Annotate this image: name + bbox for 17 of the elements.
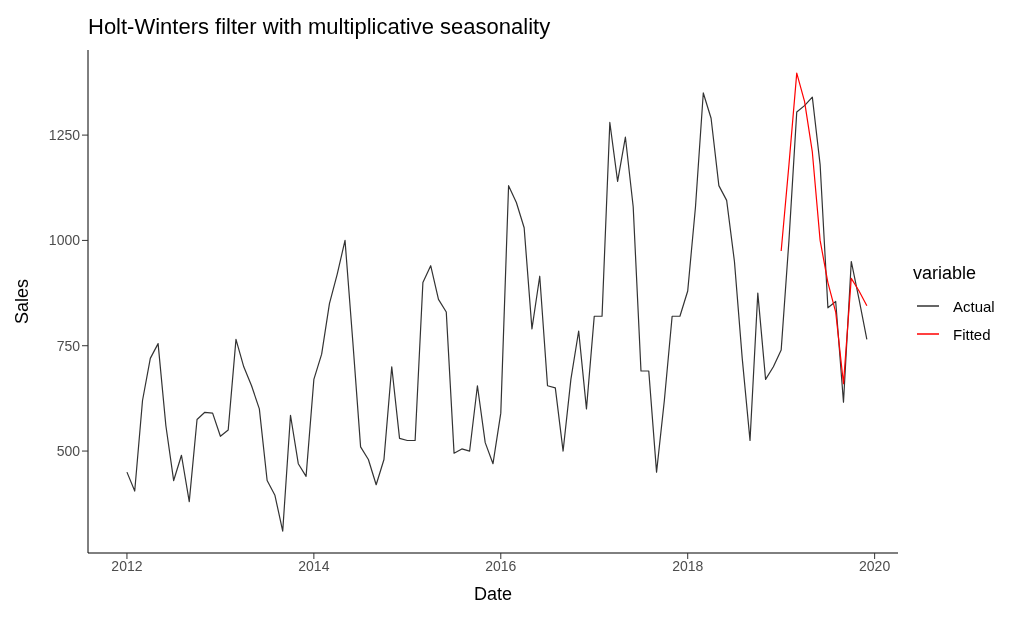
chart-title: Holt-Winters filter with multiplicative seasonality [88,14,551,40]
legend-label: Fitted [953,325,991,343]
x-tick-label: 2014 [298,557,330,574]
x-tick-label: 2020 [859,557,891,574]
x-tick-label: 2016 [485,557,517,574]
y-tick-label: 1000 [48,232,81,249]
line-series [780,72,868,385]
y-tick-label: 500 [56,443,81,460]
legend-label: Actual [953,297,995,315]
x-tick-label: 2012 [111,557,143,574]
y-axis-title: Sales [12,278,33,325]
y-tick-label: 1250 [48,127,81,144]
y-tick-label: 750 [56,337,81,354]
legend-title: variable [913,263,978,284]
line-series [126,92,868,532]
x-axis-title: Date [473,584,513,604]
x-tick-label: 2018 [672,557,704,574]
